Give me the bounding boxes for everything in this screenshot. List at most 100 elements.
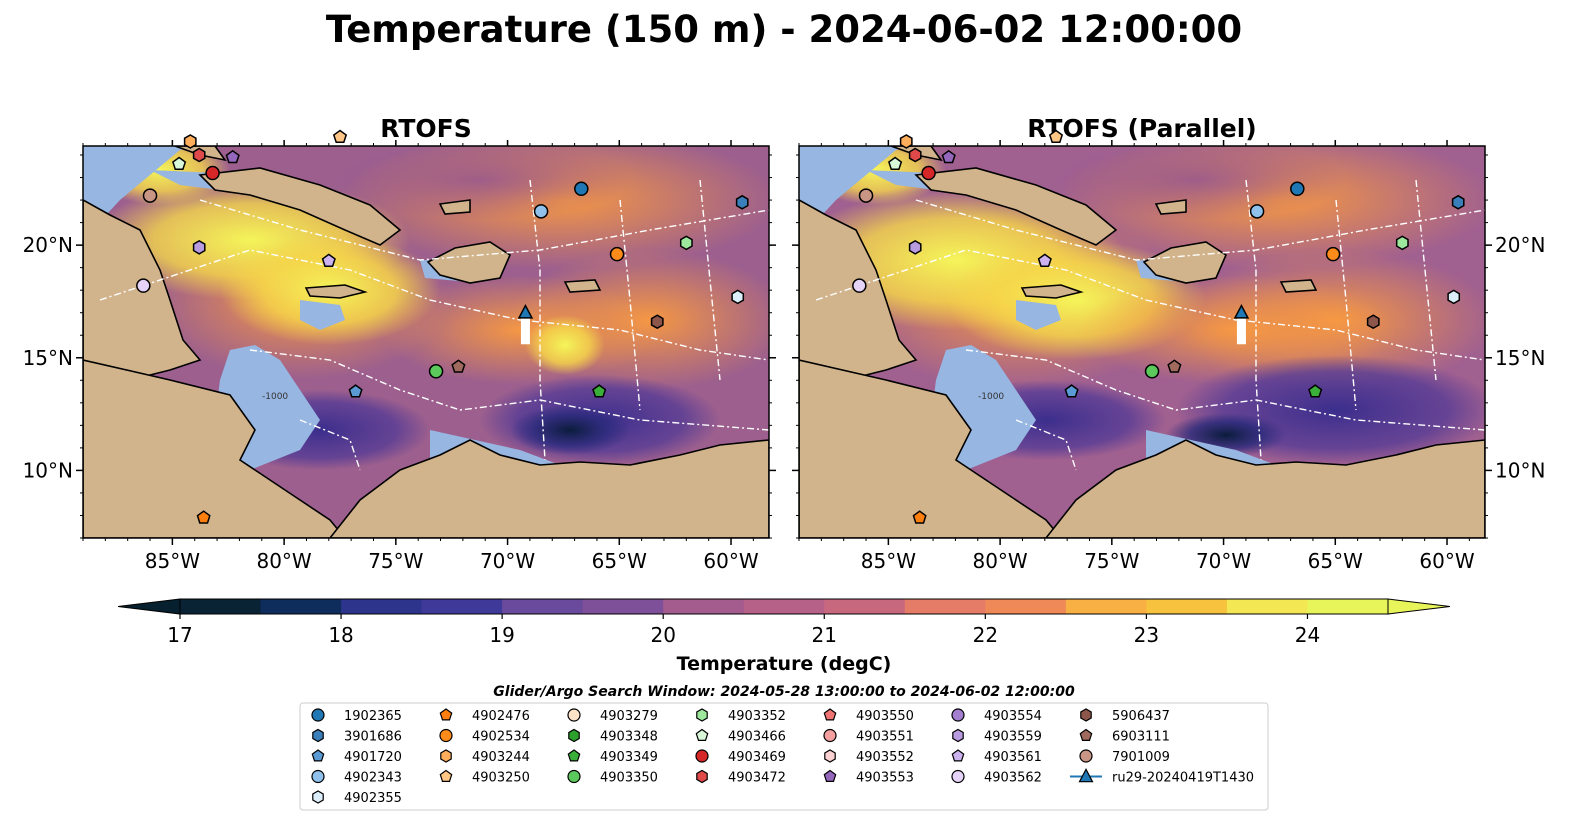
legend-entry-label: 4903349 bbox=[600, 750, 658, 765]
float-marker-1902365[interactable] bbox=[1290, 181, 1305, 197]
float-marker-4903469[interactable] bbox=[205, 165, 220, 181]
legend-entry-label: 4902534 bbox=[472, 730, 530, 745]
lat-tick-label: 10°N bbox=[23, 458, 73, 482]
float-marker-4903250[interactable] bbox=[1048, 129, 1064, 143]
legend-entry-4903559: 4903559 bbox=[952, 728, 1042, 745]
legend-entry-4903350: 4903350 bbox=[567, 769, 658, 786]
legend-entry-label: 4903352 bbox=[728, 709, 786, 724]
float-marker-4903350[interactable] bbox=[1144, 364, 1160, 379]
float-marker-4902343[interactable] bbox=[1249, 204, 1265, 219]
float-marker-ru29-20240419T1430[interactable] bbox=[1233, 303, 1250, 319]
legend-entry-label: 4903348 bbox=[600, 730, 658, 745]
colorbar-bin bbox=[502, 599, 584, 614]
colorbar-tick-label: 19 bbox=[489, 623, 514, 647]
legend-entry-label: 4903551 bbox=[856, 730, 914, 745]
float-marker-4902355[interactable] bbox=[1447, 289, 1461, 305]
colorbar-tick-label: 23 bbox=[1134, 623, 1159, 647]
float-marker-4902534[interactable] bbox=[1325, 246, 1341, 262]
float-marker-5906437[interactable] bbox=[1366, 314, 1380, 330]
lon-tick-label: 60°W bbox=[1419, 549, 1474, 573]
float-marker-4903561[interactable] bbox=[1037, 253, 1052, 267]
lon-tick-label: 75°W bbox=[368, 549, 423, 573]
float-marker-4903244[interactable] bbox=[183, 134, 197, 149]
legend-entry-label: 4903350 bbox=[600, 771, 658, 786]
colorbar-bin bbox=[1065, 599, 1147, 614]
lon-tick-label: 85°W bbox=[145, 549, 200, 573]
float-marker-4903472[interactable] bbox=[192, 147, 206, 163]
float-marker-4903466[interactable] bbox=[172, 156, 187, 171]
float-marker-4903559[interactable] bbox=[192, 240, 206, 255]
float-marker-4903349[interactable] bbox=[1308, 384, 1323, 398]
colorbar-bin bbox=[180, 599, 262, 614]
colorbar-bin bbox=[663, 599, 745, 614]
lon-tick-label: 85°W bbox=[861, 549, 916, 573]
colorbar-extend-min bbox=[117, 598, 181, 615]
float-marker-7901009[interactable] bbox=[142, 188, 158, 203]
float-marker-4903562[interactable] bbox=[852, 278, 867, 293]
float-marker-4903469[interactable] bbox=[921, 165, 936, 181]
lat-tick-label: 20°N bbox=[1495, 233, 1545, 257]
legend-entry-6903111: 6903111 bbox=[1079, 728, 1170, 745]
lon-tick-label: 70°W bbox=[1196, 549, 1251, 573]
colorbar-bin bbox=[824, 599, 906, 614]
float-marker-7901009[interactable] bbox=[858, 188, 874, 203]
colorbar: 17 18 19 20 21 22 23 24 bbox=[117, 598, 1451, 647]
float-marker-3901686[interactable] bbox=[1451, 194, 1465, 210]
axis-ticks: 85°W 80°W 75°W 70°W 65°W 60°W 20°N 15°N 10°N bbox=[23, 140, 776, 573]
legend-entry-label: 4903250 bbox=[472, 771, 530, 786]
float-marker-4903244[interactable] bbox=[899, 134, 913, 149]
float-marker-4903472[interactable] bbox=[908, 147, 922, 163]
float-marker-4902355[interactable] bbox=[731, 289, 745, 305]
legend-entry-label: 4903279 bbox=[600, 709, 658, 724]
float-marker-4903559[interactable] bbox=[908, 240, 922, 255]
float-marker-4902534[interactable] bbox=[609, 246, 625, 262]
float-marker-4903466[interactable] bbox=[888, 156, 903, 171]
legend-entry-4903469: 4903469 bbox=[695, 749, 786, 765]
float-marker-4903553[interactable] bbox=[941, 149, 956, 164]
float-marker-4903553[interactable] bbox=[225, 149, 240, 164]
float-markers bbox=[852, 129, 1465, 524]
colorbar-tick-label: 24 bbox=[1295, 623, 1320, 647]
float-marker-ru29-20240419T1430[interactable] bbox=[517, 303, 534, 319]
float-marker-1902365[interactable] bbox=[574, 181, 589, 197]
legend-entry-label: 7901009 bbox=[1112, 750, 1170, 765]
float-marker-4901720[interactable] bbox=[348, 384, 363, 398]
map-panel-rtofs: RTOFS bbox=[23, 114, 776, 573]
float-marker-3901686[interactable] bbox=[735, 194, 749, 210]
lat-tick-label: 10°N bbox=[1495, 458, 1545, 482]
float-marker-6903111[interactable] bbox=[451, 359, 466, 373]
colorbar-tick-label: 22 bbox=[973, 623, 998, 647]
legend-entry-4903553: 4903553 bbox=[823, 769, 914, 786]
float-marker-4903350[interactable] bbox=[428, 364, 444, 379]
float-marker-4902343[interactable] bbox=[533, 204, 549, 219]
float-marker-6903111[interactable] bbox=[1167, 359, 1182, 373]
float-marker-4903562[interactable] bbox=[136, 278, 151, 293]
lon-tick-label: 80°W bbox=[256, 549, 311, 573]
float-marker-4903250[interactable] bbox=[332, 129, 348, 143]
isobath-label: -1000 bbox=[978, 392, 1004, 402]
legend-entry-ru29-20240419T1430: ru29-20240419T1430 bbox=[1070, 768, 1254, 786]
float-marker-4903561[interactable] bbox=[321, 253, 336, 267]
colorbar-tick-label: 17 bbox=[167, 623, 192, 647]
float-marker-4903349[interactable] bbox=[592, 384, 607, 398]
float-marker-4903352[interactable] bbox=[1395, 235, 1409, 251]
legend-entry-4903348: 4903348 bbox=[568, 728, 658, 745]
legend-entry-4903472: 4903472 bbox=[696, 769, 786, 786]
float-marker-4902476[interactable] bbox=[196, 510, 211, 524]
float-marker-4903352[interactable] bbox=[679, 235, 693, 251]
legend-entry-4903250: 4903250 bbox=[439, 769, 530, 786]
legend-entry-label: 4902355 bbox=[344, 791, 402, 806]
legend-entry-label: 1902365 bbox=[344, 709, 402, 724]
legend-entry-label: 4903553 bbox=[856, 771, 914, 786]
lat-tick-label: 20°N bbox=[23, 233, 73, 257]
colorbar-label: Temperature (degC) bbox=[677, 653, 892, 675]
float-marker-5906437[interactable] bbox=[650, 314, 664, 330]
lon-tick-label: 75°W bbox=[1084, 549, 1139, 573]
land bbox=[799, 146, 1485, 538]
float-marker-4901720[interactable] bbox=[1064, 384, 1079, 398]
float-marker-4902476[interactable] bbox=[912, 510, 927, 524]
lon-tick-label: 65°W bbox=[1308, 549, 1363, 573]
eez-boundaries bbox=[815, 179, 1485, 471]
legend-entry-4903552: 4903552 bbox=[824, 749, 914, 765]
